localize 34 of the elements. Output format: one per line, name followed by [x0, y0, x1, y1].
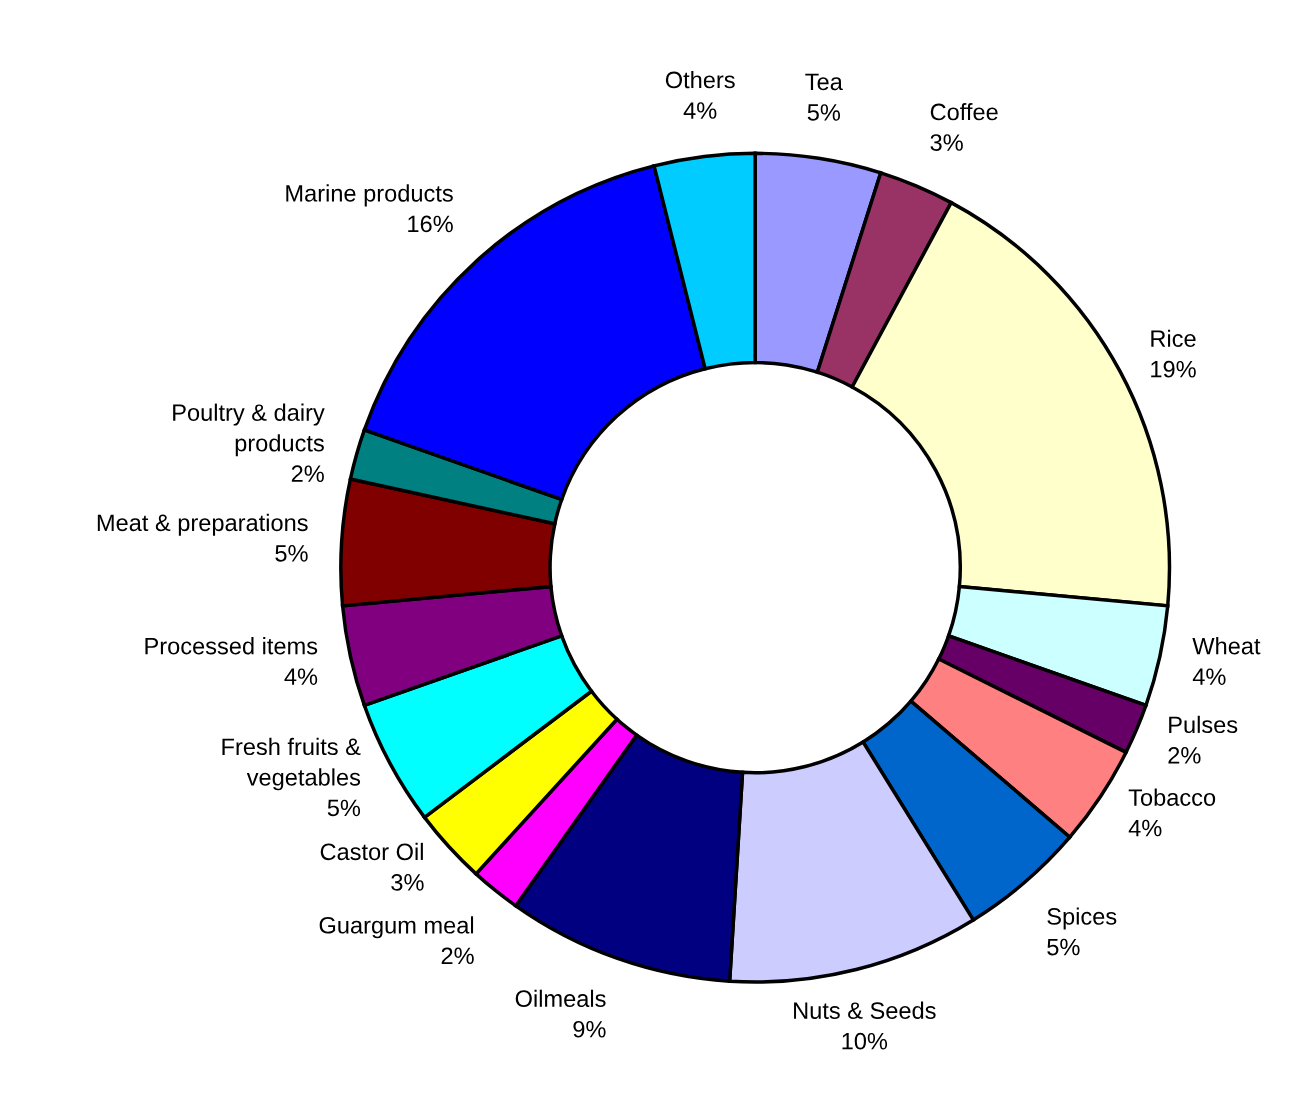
slice-label: Others: [665, 70, 735, 89]
slice-label: Fresh fruits & vegetables: [222, 737, 361, 791]
slice-label: Marine products: [286, 184, 453, 207]
slice-label: Rice: [1151, 329, 1196, 347]
data-label: 9%: [573, 1020, 606, 1038]
data-label: 5%: [275, 545, 308, 562]
data-label: 10%: [842, 1032, 888, 1050]
slice-label: Coffee: [930, 103, 998, 121]
data-label: 2%: [441, 947, 474, 965]
slice-label: Tea: [805, 73, 843, 91]
slice-label: Meat & preparations: [97, 513, 308, 536]
data-label: 3%: [930, 134, 963, 151]
slice-label: Castor Oil: [320, 842, 423, 861]
data-label: 4%: [284, 668, 318, 685]
slice-label: Nuts & Seeds: [794, 1001, 936, 1019]
slice-label: Guargum meal: [319, 916, 474, 939]
data-label: 2%: [291, 465, 324, 482]
data-label: 4%: [1128, 819, 1162, 837]
data-label: 3%: [391, 874, 424, 891]
data-label: 5%: [1047, 938, 1080, 956]
slice-label: Processed items: [145, 637, 318, 655]
data-label: 4%: [683, 102, 717, 119]
slice-label: Oilmeals: [515, 989, 606, 1008]
data-label: 5%: [807, 104, 841, 121]
data-label: 19%: [1151, 360, 1196, 378]
slice-label: Tobacco: [1128, 788, 1216, 806]
data-label: 2%: [1168, 746, 1201, 764]
slice-label: Pulses: [1169, 715, 1238, 734]
slice-label: Wheat: [1192, 637, 1261, 655]
slice-label: Poultry & dairy products: [173, 403, 325, 457]
data-label: 5%: [327, 799, 361, 817]
data-label: 16%: [408, 215, 453, 233]
data-label: 4%: [1192, 668, 1226, 685]
slice-label: Spices: [1047, 907, 1117, 930]
